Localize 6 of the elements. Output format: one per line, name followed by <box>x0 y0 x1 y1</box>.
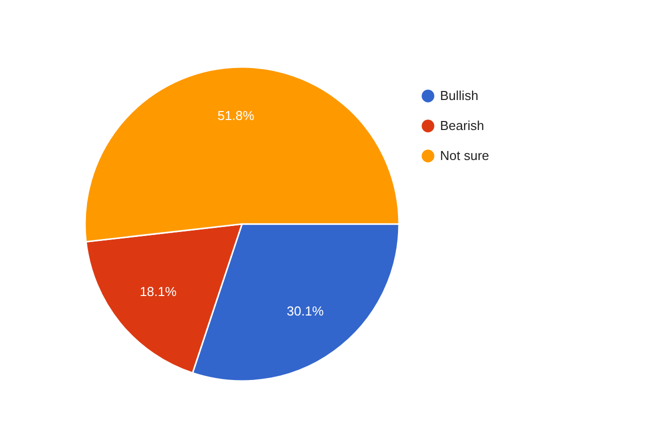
data-label: 18.1% <box>140 284 178 300</box>
data-label: 30.1% <box>286 304 324 319</box>
data-label: 51.8% <box>217 108 255 124</box>
legend-label: Bearish <box>440 118 484 133</box>
legend-label: Not sure <box>440 148 490 163</box>
legend-label: Bullish <box>440 88 478 103</box>
